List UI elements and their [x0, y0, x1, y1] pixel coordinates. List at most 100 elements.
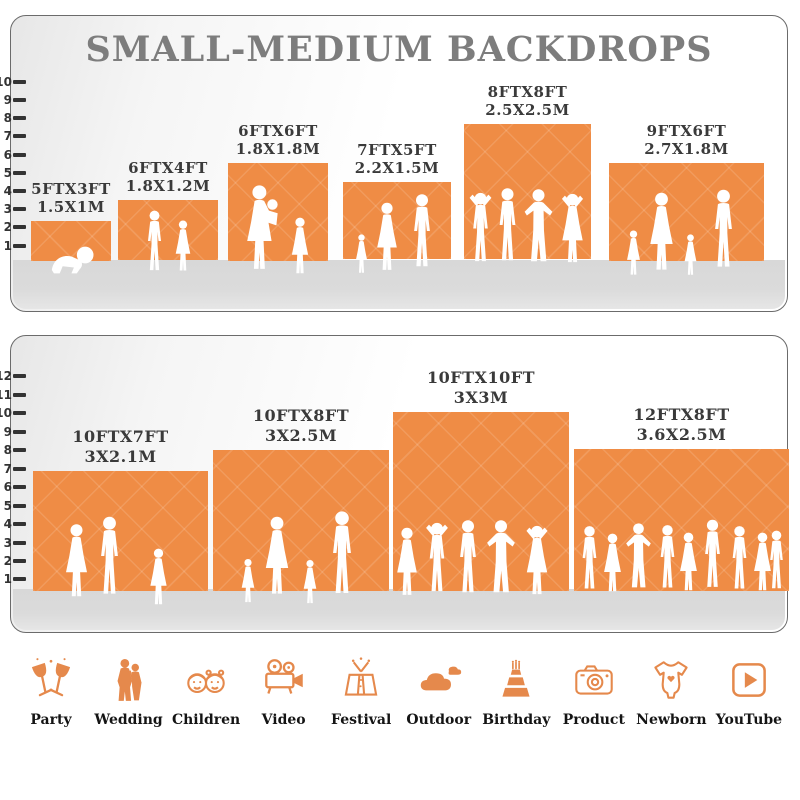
ruler-number: 6	[3, 148, 12, 162]
ruler-tick	[13, 116, 26, 120]
ruler-number: 3	[3, 536, 12, 550]
child-silhouette	[626, 230, 640, 275]
backdrop-5ftx3ft: 5FTX3FT 1.5X1M	[31, 180, 111, 274]
child-silhouette	[303, 559, 317, 604]
ruler-number: 11	[0, 388, 12, 402]
product-icon	[575, 665, 613, 695]
ruler-tick	[13, 171, 26, 175]
backdrop-10ftx8ft: 10FTX8FT 3X2.5M	[213, 406, 389, 604]
backdrop-size-label: 10FTX10FT 3X3M	[427, 368, 535, 408]
girl-silhouette	[175, 220, 191, 271]
silhouette-family-four	[241, 511, 351, 604]
ruler-number: 8	[3, 111, 12, 125]
backdrop-6ftx4ft: 6FTX4FT 1.8X1.2M	[118, 159, 218, 271]
ruler-mark-3: 3	[0, 537, 26, 549]
category-label: Children	[171, 712, 241, 728]
man-silhouette	[732, 526, 746, 589]
ruler-number: 3	[3, 202, 12, 216]
ruler-mark-7: 7	[0, 463, 26, 475]
size-ft: 10FTX10FT	[427, 368, 535, 387]
man-silhouette	[414, 194, 430, 267]
ruler-tick	[13, 541, 26, 545]
ruler-tick	[13, 207, 26, 211]
ruler-number: 1	[3, 239, 12, 253]
category-label: Video	[261, 712, 306, 728]
silhouette-crowd	[582, 519, 783, 592]
ruler-tick	[13, 374, 26, 378]
ruler-tick	[13, 244, 26, 248]
ruler-mark-8: 8	[0, 444, 26, 456]
category-birthday: Birthday	[479, 655, 553, 728]
floor-strip	[13, 589, 785, 630]
woman-holding-child-silhouette	[247, 185, 278, 269]
category-wedding: Wedding	[92, 655, 166, 728]
backdrop-size-label: 7FTX5FT 2.2X1.5M	[355, 141, 439, 179]
panel-small-backdrops: SMALL-MEDIUM BACKDROPS 10 9 8 7 6 5 4 3 …	[0, 15, 788, 312]
ruler-mark-7: 7	[0, 130, 26, 142]
backdrop-8ftx8ft: 8FTX8FT 2.5X2.5M	[464, 83, 591, 263]
backdrop-10ftx7ft: 10FTX7FT 3X2.1M	[33, 427, 208, 605]
ruler-number: 12	[0, 369, 12, 383]
ruler-number: 1	[3, 572, 12, 586]
birthday-icon	[502, 659, 530, 697]
ruler-number: 10	[0, 75, 12, 89]
panel-medium-backdrops: 12 11 10 9 8 7 6 5 4 3 2 1 10FTX7FT3X2.1…	[0, 335, 789, 633]
ruler-mark-4: 4	[0, 185, 26, 197]
ruler-tick	[13, 522, 26, 526]
size-m: 2.2X1.5M	[354, 159, 440, 178]
outdoor-icon	[420, 666, 461, 691]
backdrop-size-label: 6FTX4FT 1.8X1.2M	[126, 159, 210, 197]
woman-silhouette	[753, 532, 771, 591]
woman-silhouette	[397, 527, 417, 595]
size-ft: 8FTX8FT	[487, 82, 568, 101]
category-label: Newborn	[636, 712, 707, 728]
woman-silhouette	[649, 192, 673, 270]
size-ft: 7FTX5FT	[357, 140, 437, 159]
wedding-icon	[117, 658, 142, 701]
category-children: Children	[169, 655, 243, 728]
backdrop-size-label: 10FTX8FT 3X2.5M	[253, 406, 349, 446]
backdrop-size-label: 6FTX6FT 1.8X1.8M	[236, 122, 320, 160]
backdrop-6ftx6ft: 6FTX6FT 1.8X1.8M	[228, 122, 328, 274]
ruler-mark-10: 10	[0, 76, 26, 88]
woman-arms-up-silhouette	[526, 525, 548, 595]
ruler-number: 8	[3, 443, 12, 457]
size-ft: 12FTX8FT	[633, 405, 730, 424]
ruler-tick	[13, 577, 26, 581]
video-icon	[264, 659, 303, 694]
ruler-tick	[13, 153, 26, 157]
woman-arms-up-silhouette	[561, 193, 583, 263]
ruler-mark-10: 10	[0, 407, 26, 419]
ruler-mark-6: 6	[0, 481, 26, 493]
backdrop-12ftx8ft: 12FTX8FT 3.6X2.5M	[574, 405, 789, 592]
man-silhouette	[714, 189, 732, 267]
child-silhouette	[241, 558, 255, 603]
silhouette-adult-group	[469, 188, 583, 263]
ruler-tick	[13, 411, 26, 415]
ruler-tick	[13, 485, 26, 489]
category-label: Outdoor	[406, 712, 472, 728]
ruler-mark-11: 11	[0, 389, 26, 401]
silhouette-family-three	[355, 194, 430, 273]
man-silhouette	[100, 516, 118, 594]
man-silhouette	[460, 520, 476, 593]
silhouette-family-three	[65, 516, 167, 605]
silhouette-family-four	[626, 189, 732, 275]
ruler-number: 4	[3, 184, 12, 198]
backdrop-10ftx10ft: 10FTX10FT 3X3M	[393, 368, 569, 595]
man-arms-up-silhouette	[426, 522, 448, 592]
size-ft: 10FTX7FT	[72, 427, 169, 446]
ruler-tick	[13, 504, 26, 508]
ruler-number: 2	[3, 554, 12, 568]
baby-silhouette	[51, 246, 94, 274]
ruler-number: 9	[3, 425, 12, 439]
category-youtube: YouTube	[712, 655, 786, 728]
festival-icon	[344, 657, 378, 696]
man-silhouette	[769, 530, 783, 589]
ruler-mark-1: 1	[0, 240, 26, 252]
ruler-tick	[13, 98, 26, 102]
silhouette-mother-children	[247, 185, 309, 274]
ruler-mark-1: 1	[0, 573, 26, 585]
ruler-number: 7	[3, 462, 12, 476]
category-party: Party	[14, 655, 88, 728]
